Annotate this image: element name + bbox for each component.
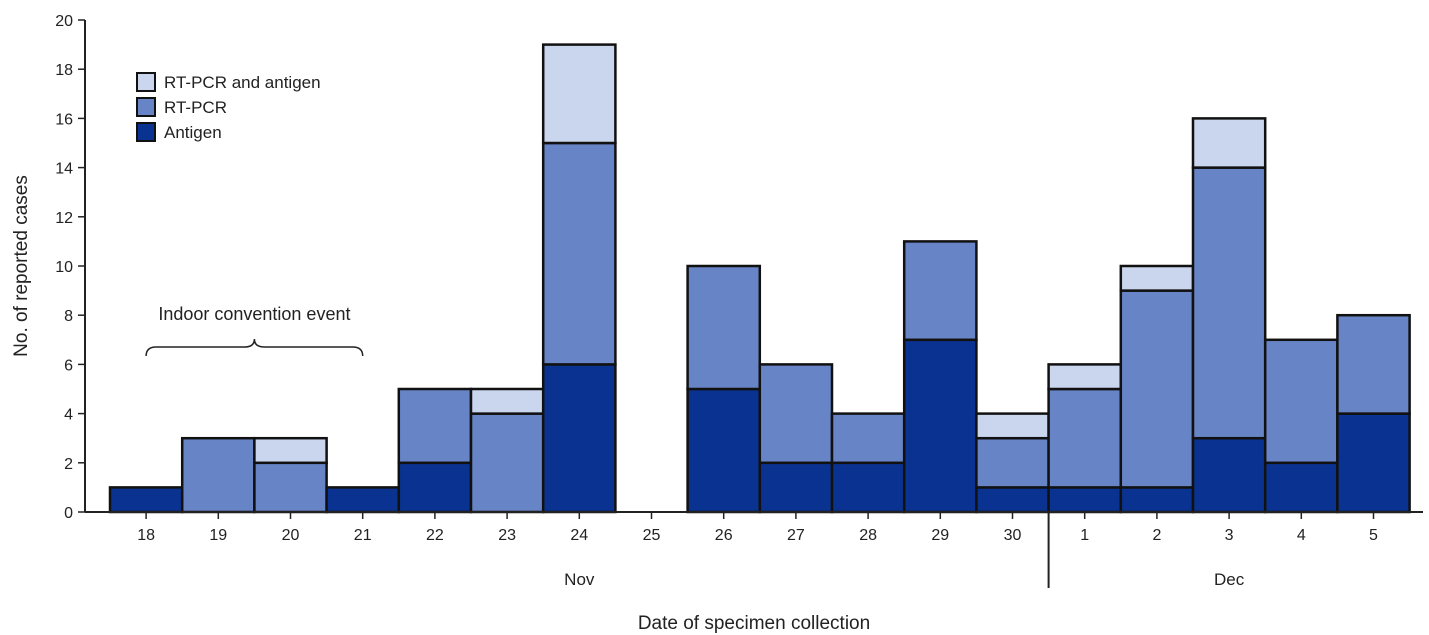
legend-swatch-antigen (136, 122, 156, 142)
legend-swatch-rt-pcr (136, 97, 156, 117)
legend-label-antigen: Antigen (164, 123, 222, 142)
y-tick-label-4: 4 (64, 407, 73, 424)
bar-28-antigen (830, 461, 906, 514)
month-label-nov: Nov (564, 570, 595, 589)
y-tick-label-10: 10 (55, 259, 73, 276)
bar-5-antigen (1336, 412, 1411, 514)
bar-2-rt-pcr-and-antigen (1119, 264, 1195, 292)
bar-24-antigen (541, 363, 617, 514)
x-tick-label-18: 18 (137, 527, 155, 544)
bar-2-antigen (1119, 486, 1195, 514)
bar-23-rt-pcr (469, 412, 545, 514)
x-tick-label-4: 4 (1297, 527, 1306, 544)
bar-26-rt-pcr (686, 264, 762, 391)
bars (108, 43, 1411, 514)
bar-30-antigen (975, 486, 1050, 514)
x-tick-label-2: 2 (1152, 527, 1161, 544)
month-label-dec: Dec (1214, 570, 1245, 589)
bar-1-rt-pcr (1047, 387, 1123, 489)
annotation-brace (145, 338, 364, 357)
x-tick-label-23: 23 (498, 527, 516, 544)
x-tick-label-29: 29 (931, 527, 949, 544)
bar-4-rt-pcr (1263, 338, 1339, 465)
bar-22-rt-pcr (397, 387, 473, 465)
x-axis-ticks: 18 19 20 21 22 23 24 25 26 27 28 29 30 1 2 3 4 5 (137, 512, 1378, 544)
y-axis-ticks: 0 2 4 6 8 10 12 14 16 18 20 (55, 13, 85, 522)
bar-3-antigen (1191, 436, 1267, 514)
bar-20-rt-pcr (253, 461, 328, 514)
y-tick-label-2: 2 (64, 456, 73, 473)
x-tick-label-22: 22 (426, 527, 444, 544)
bar-2-rt-pcr (1119, 289, 1195, 489)
bar-24-rt-pcr-and-antigen (541, 43, 617, 145)
annotation: Indoor convention event (145, 304, 364, 357)
bar-27-rt-pcr (758, 363, 834, 465)
bar-21-antigen (325, 486, 401, 514)
x-tick-label-3: 3 (1225, 527, 1234, 544)
bar-1-antigen (1047, 486, 1123, 514)
y-tick-label-0: 0 (64, 505, 73, 522)
y-tick-label-6: 6 (64, 357, 73, 374)
x-tick-label-26: 26 (715, 527, 733, 544)
y-tick-label-18: 18 (55, 62, 73, 79)
bar-18-antigen (108, 486, 184, 514)
bar-24-rt-pcr (541, 141, 617, 366)
legend-swatch-rt-pcr-and-antigen (136, 72, 156, 92)
legend: RT-PCR and antigen RT-PCR Antigen (136, 72, 321, 142)
bar-3-rt-pcr (1191, 166, 1267, 440)
x-tick-label-30: 30 (1004, 527, 1022, 544)
bar-28-rt-pcr (830, 412, 906, 465)
bar-4-antigen (1263, 461, 1339, 514)
x-tick-label-5: 5 (1369, 527, 1378, 544)
bar-22-antigen (397, 461, 473, 514)
x-tick-label-27: 27 (787, 527, 805, 544)
bar-23-rt-pcr-and-antigen (469, 387, 545, 415)
bar-27-antigen (758, 461, 834, 514)
legend-label-rt-pcr-and-antigen: RT-PCR and antigen (164, 73, 321, 92)
x-tick-label-1: 1 (1080, 527, 1089, 544)
y-tick-label-12: 12 (55, 210, 73, 227)
axes (84, 20, 1423, 513)
x-tick-label-21: 21 (354, 527, 372, 544)
y-tick-label-20: 20 (55, 13, 73, 30)
bar-30-rt-pcr-and-antigen (975, 412, 1050, 440)
bar-20-rt-pcr-and-antigen (253, 436, 328, 465)
legend-label-rt-pcr: RT-PCR (164, 98, 227, 117)
bar-29-antigen (902, 338, 978, 514)
bar-29-rt-pcr (902, 240, 978, 342)
x-axis-title: Date of specimen collection (638, 613, 870, 634)
y-axis-title: No. of reported cases (11, 175, 32, 357)
x-tick-label-20: 20 (282, 527, 300, 544)
month-labels: Nov Dec (564, 512, 1245, 589)
bar-30-rt-pcr (975, 436, 1050, 489)
bar-5-rt-pcr (1336, 313, 1411, 415)
y-tick-label-8: 8 (64, 308, 73, 325)
bar-3-rt-pcr-and-antigen (1191, 117, 1267, 169)
bar-1-rt-pcr-and-antigen (1047, 363, 1123, 391)
y-tick-label-14: 14 (55, 161, 73, 178)
bar-26-antigen (686, 387, 762, 514)
x-tick-label-28: 28 (859, 527, 877, 544)
x-tick-label-19: 19 (209, 527, 227, 544)
x-tick-label-24: 24 (570, 527, 588, 544)
bar-19-rt-pcr (180, 436, 256, 514)
x-tick-label-25: 25 (643, 527, 661, 544)
y-tick-label-16: 16 (55, 111, 73, 128)
annotation-text: Indoor convention event (158, 304, 350, 324)
